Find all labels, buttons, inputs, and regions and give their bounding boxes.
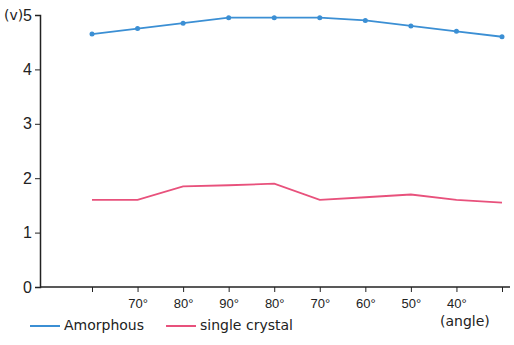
series-line — [92, 184, 502, 203]
x-tick: 80° — [174, 287, 194, 311]
x-axis-label: (angle) — [440, 313, 490, 329]
y-tick-mark — [35, 233, 40, 234]
x-tick-mark — [229, 287, 230, 292]
y-tick-mark — [35, 69, 40, 70]
series-marker — [317, 15, 322, 20]
y-tick: 2 — [23, 170, 40, 187]
y-tick-mark — [35, 287, 40, 288]
chart: 0 1 2 3 4 5 70° 80° 90° 80° 70° 60° 50° 40° (v) Amorpho… — [0, 0, 514, 345]
series-marker — [135, 26, 140, 31]
x-tick: 70° — [128, 287, 148, 311]
x-tick-label: 60° — [356, 296, 376, 311]
series-marker — [226, 15, 231, 20]
y-tick-label: 2 — [23, 170, 32, 187]
y-tick: 0 — [23, 279, 40, 296]
x-tick-label: 50° — [402, 296, 422, 311]
series-marker — [363, 18, 368, 23]
x-tick-label: 70° — [310, 296, 330, 311]
series-marker — [500, 34, 505, 39]
y-tick-label: 5 — [23, 7, 32, 24]
series-line — [92, 18, 502, 37]
x-tick-label: 80° — [174, 296, 194, 311]
legend-swatch — [30, 325, 60, 327]
y-tick-label: 4 — [23, 61, 32, 78]
y-tick-mark — [35, 178, 40, 179]
y-tick: 4 — [23, 61, 40, 78]
x-tick-mark — [274, 287, 275, 292]
legend-swatch — [166, 325, 196, 327]
x-tick-label: 70° — [128, 296, 148, 311]
x-tick-label: 40° — [447, 296, 467, 311]
y-tick-label: 1 — [23, 224, 32, 241]
x-tick-mark — [411, 287, 412, 292]
y-axis-line — [35, 16, 41, 288]
y-axis: 0 1 2 3 4 5 — [23, 7, 40, 296]
x-tick-mark — [365, 287, 366, 292]
x-tick-mark — [138, 287, 139, 292]
y-tick: 3 — [23, 115, 40, 132]
legend: Amorphous single crystal — [30, 317, 293, 333]
series-marker — [408, 23, 413, 28]
x-tick: 50° — [402, 287, 422, 311]
series-marker — [272, 15, 277, 20]
x-tick-label: 90° — [219, 296, 239, 311]
x-axis: 70° 80° 90° 80° 70° 60° 50° 40° — [40, 287, 510, 311]
x-tick — [502, 287, 503, 292]
x-tick-mark — [502, 287, 503, 292]
x-tick: 90° — [219, 287, 239, 311]
x-tick-mark — [456, 287, 457, 292]
x-tick: 40° — [447, 287, 467, 311]
plot-area — [90, 15, 505, 202]
legend-label: single crystal — [200, 317, 293, 333]
x-tick-mark — [320, 287, 321, 292]
y-tick-label: 3 — [23, 115, 32, 132]
legend-label: Amorphous — [64, 317, 144, 333]
x-tick-mark — [183, 287, 184, 292]
y-tick: 5 — [23, 7, 40, 24]
y-tick: 1 — [23, 224, 40, 241]
x-tick: 60° — [356, 287, 376, 311]
series-marker — [181, 21, 186, 26]
x-tick — [92, 287, 93, 292]
y-tick-mark — [35, 15, 40, 16]
x-tick: 80° — [265, 287, 285, 311]
series-marker — [90, 32, 95, 37]
y-tick-label: 0 — [23, 279, 32, 296]
series-marker — [454, 29, 459, 34]
x-tick-label: 80° — [265, 296, 285, 311]
y-tick-mark — [35, 124, 40, 125]
y-axis-label: (v) — [4, 7, 23, 23]
x-tick-mark — [92, 287, 93, 292]
x-tick: 70° — [310, 287, 330, 311]
